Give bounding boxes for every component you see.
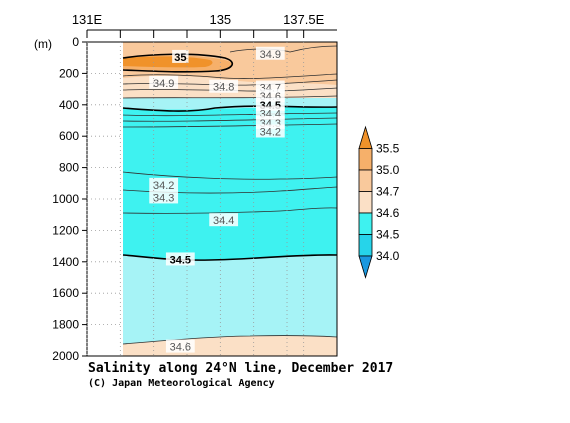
y-tick-label: 200 xyxy=(59,66,79,80)
contour-label: 34.5 xyxy=(170,254,191,266)
fill-band-35.5 xyxy=(123,56,213,68)
contour-label-bg xyxy=(149,177,179,191)
contour-label-bg xyxy=(172,49,189,63)
contour-label-bg xyxy=(165,252,195,266)
contour-label-bg xyxy=(149,75,179,89)
colorbar-top-arrow xyxy=(358,125,373,149)
contour-34.4 xyxy=(122,112,338,117)
contour-34.9-a xyxy=(122,73,338,79)
contour-34.6 xyxy=(122,95,338,99)
y-tick-label: 1200 xyxy=(52,223,79,237)
y-tick-label: 1000 xyxy=(52,192,79,206)
x-gridlines xyxy=(86,42,305,356)
contour-label-bg xyxy=(165,339,195,353)
colorbar-segment xyxy=(358,212,373,235)
y-tick-label: 2000 xyxy=(52,349,79,363)
contour-34.5-lower xyxy=(122,254,338,261)
y-tick-label: 1400 xyxy=(52,255,79,269)
contour-label-bg xyxy=(255,46,285,60)
contour-label: 34.6 xyxy=(170,342,191,354)
y-tick-label: 400 xyxy=(59,98,79,112)
y-tick-label: 600 xyxy=(59,129,79,143)
contour-34.4-lower xyxy=(122,207,338,214)
colorbar-level-label: 35.0 xyxy=(376,163,400,177)
contour-label-bg xyxy=(209,79,239,93)
x-tick-label: 137.5E xyxy=(283,12,325,27)
colorbar-segment xyxy=(358,148,373,171)
fill-band-34.5 xyxy=(123,106,337,261)
contour-label: 34.2 xyxy=(260,126,281,138)
colorbar-bottom-arrow xyxy=(358,255,373,279)
colorbar-segment xyxy=(358,234,373,257)
contour-34.5-upper xyxy=(122,105,338,112)
y-tick-label: 1600 xyxy=(52,286,79,300)
contour-label: 34.2 xyxy=(153,180,174,192)
colorbar-segment xyxy=(358,169,373,192)
contour-labels: 35 34.934.9 34.8 34.734.634.534.434.334.234… xyxy=(149,46,285,354)
contour-label-bg xyxy=(255,124,285,138)
contour-label-bg xyxy=(149,190,179,204)
contour-label: 34.9 xyxy=(153,78,174,90)
no-data-strip xyxy=(87,42,123,356)
y-tick-label: 1800 xyxy=(52,318,79,332)
colorbar-level-label: 35.5 xyxy=(376,142,400,156)
contour-label: 35 xyxy=(174,52,186,64)
contour-34.2-upper xyxy=(122,123,338,128)
colorbar-level-label: 34.6 xyxy=(376,206,400,220)
colorbar-level-label: 34.5 xyxy=(376,228,400,242)
x-tick-label: 131E xyxy=(72,12,103,27)
y-tick-label: 0 xyxy=(72,35,79,49)
contour-label: 34.4 xyxy=(213,215,234,227)
chart-credit: (C) Japan Meteorological Agency xyxy=(88,377,275,389)
y-axis: 0 200 400 600 800 1000 1200 1400 1600 1800 2000 xyxy=(52,35,87,363)
colorbar: 35.5 35.0 34.7 34.6 34.5 34.0 xyxy=(358,125,400,279)
chart-title: Salinity along 24°N line, December 2017 xyxy=(88,361,393,376)
contour-label: 34.9 xyxy=(260,49,281,61)
y-axis-unit: (m) xyxy=(34,37,52,51)
colorbar-level-label: 34.0 xyxy=(376,249,400,263)
contour-34.6-bottom xyxy=(122,335,338,345)
contour-34.3 xyxy=(122,117,338,122)
colorbar-level-label: 34.7 xyxy=(376,185,400,199)
contour-label: 34.3 xyxy=(153,192,174,204)
contour-label: 34.8 xyxy=(213,82,234,94)
contour-34.9-b xyxy=(229,45,338,53)
x-axis: 131E 135 137.5E xyxy=(72,12,337,38)
x-tick-label: 135 xyxy=(209,12,231,27)
y-tick-label: 800 xyxy=(59,161,79,175)
contour-label-bg xyxy=(209,213,239,227)
fill-band-deep xyxy=(123,254,337,356)
contour-34.2-lower xyxy=(122,171,338,180)
contour-35 xyxy=(122,53,234,73)
colorbar-segment xyxy=(358,191,373,214)
